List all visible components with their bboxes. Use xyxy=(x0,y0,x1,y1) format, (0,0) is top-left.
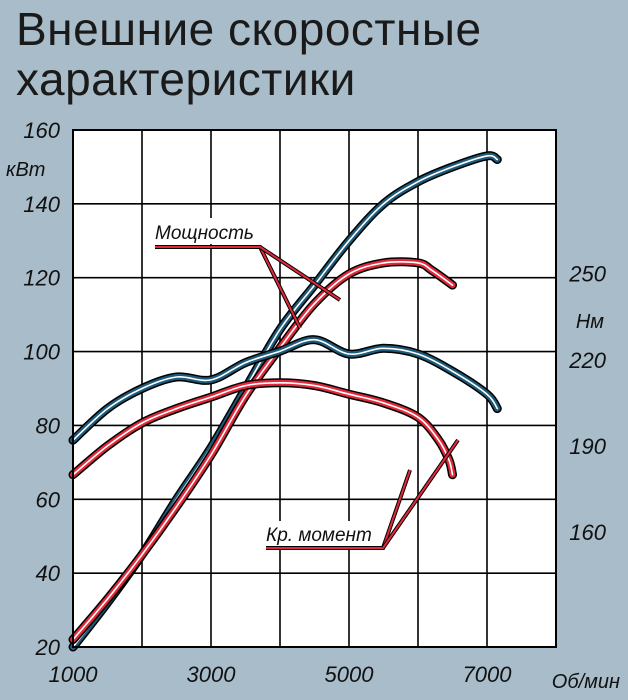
y-right-unit-label: Нм xyxy=(576,311,604,333)
x-tick-label: 7000 xyxy=(463,662,513,687)
series-highlight-torque-blue xyxy=(72,338,499,441)
annotation-power-bg xyxy=(153,218,257,244)
chart-title-line-1: Внешние скоростные xyxy=(16,3,482,55)
annotation-power-label: Мощность xyxy=(155,223,254,244)
grid xyxy=(73,130,556,647)
series-highlight-torque-red xyxy=(72,382,454,476)
plot-frame xyxy=(72,129,557,648)
chart-title-line-2: характеристики xyxy=(16,53,356,105)
y-left-tick-label: 140 xyxy=(23,192,60,217)
y-left-unit-label: кВт xyxy=(6,159,45,181)
tick-labels: 20 40 60 80 100 120 140 160 кВт 160 190 220 250 Нм 100… xyxy=(6,118,620,693)
y-left-tick-label: 60 xyxy=(36,487,61,512)
y-right-tick-label: 220 xyxy=(568,348,606,373)
y-right-tick-label: 250 xyxy=(568,262,606,287)
annotation-torque-bg xyxy=(263,521,383,547)
x-tick-label: 3000 xyxy=(187,662,237,687)
y-left-tick-label: 160 xyxy=(23,118,60,143)
series-layer xyxy=(68,151,502,652)
x-tick-label: 5000 xyxy=(325,662,375,687)
y-right-tick-label: 160 xyxy=(569,520,606,545)
chart-title: Внешние скоростные характеристики xyxy=(16,4,616,104)
annotations: Мощность Кр. момент xyxy=(153,218,460,550)
y-right-tick-label: 190 xyxy=(569,434,606,459)
y-left-tick-label: 40 xyxy=(36,561,61,586)
x-unit-label: Об/мин xyxy=(552,671,620,693)
y-left-tick-label: 120 xyxy=(23,266,60,291)
annotation-torque-label: Кр. момент xyxy=(266,525,372,546)
y-left-tick-label: 100 xyxy=(23,340,60,365)
annotation-torque-leader xyxy=(382,439,459,549)
x-tick-label: 1000 xyxy=(49,662,99,687)
y-left-tick-label: 80 xyxy=(36,413,61,438)
y-left-tick-label: 20 xyxy=(35,635,61,660)
annotation-power-leader xyxy=(259,246,341,301)
